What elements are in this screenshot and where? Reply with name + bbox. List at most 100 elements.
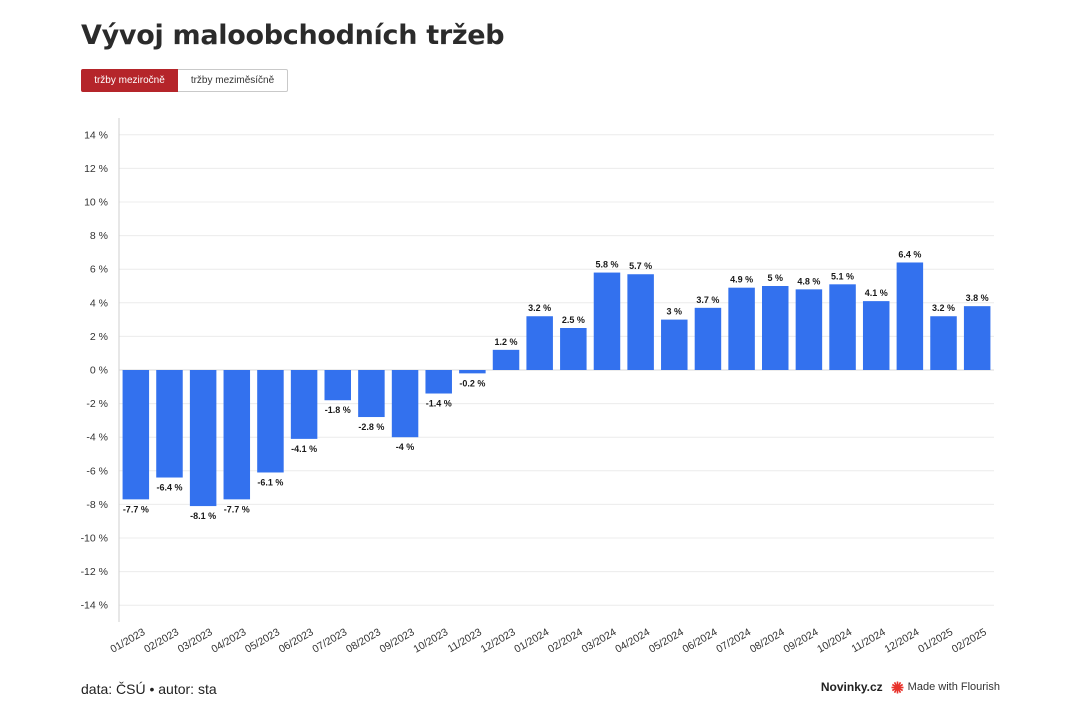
x-tick-label: 07/2023 <box>310 626 349 655</box>
y-tick-label: -2 % <box>86 398 108 410</box>
bar-chart: 14 % 12 % 10 % 8 % 6 % 4 % 2 % 0 % -2 % -4 % -6 % -… <box>81 118 994 656</box>
bar <box>560 328 587 370</box>
y-tick-label: -10 % <box>81 533 108 545</box>
bar <box>661 319 688 370</box>
y-tick-label: -4 % <box>86 432 108 444</box>
bar <box>459 370 486 374</box>
data-label: 4.8 % <box>797 276 820 286</box>
x-tick-label: 12/2024 <box>882 626 921 655</box>
x-tick-label: 05/2024 <box>647 626 686 655</box>
data-label: -7.7 % <box>123 504 149 514</box>
bar <box>324 370 351 401</box>
data-label: 3.2 % <box>528 303 551 313</box>
bar <box>963 306 991 370</box>
x-tick-label: 01/2023 <box>108 626 147 655</box>
x-tick-label: 08/2023 <box>344 626 383 655</box>
bar <box>223 370 251 500</box>
bar <box>492 349 520 370</box>
data-label: -6.1 % <box>257 477 283 487</box>
x-tick-label: 12/2023 <box>479 626 518 655</box>
x-tick-label: 09/2023 <box>378 626 417 655</box>
y-tick-label: -14 % <box>81 600 108 612</box>
flourish-label: Made with Flourish <box>907 681 1000 693</box>
bar <box>290 370 318 439</box>
bar <box>425 370 452 394</box>
data-label: 3.8 % <box>966 293 989 303</box>
data-label: 6.4 % <box>898 249 921 259</box>
flourish-credit[interactable]: Made with Flourish <box>891 681 1000 694</box>
data-label: -2.8 % <box>358 422 384 432</box>
data-label: 4.9 % <box>730 275 753 285</box>
bar <box>930 316 957 370</box>
x-tick-label: 11/2023 <box>446 626 484 655</box>
data-label: 2.5 % <box>562 315 585 325</box>
y-tick-label: 4 % <box>90 297 108 309</box>
x-tick-label: 02/2023 <box>142 626 181 655</box>
bar <box>391 370 419 438</box>
y-tick-label: -12 % <box>81 566 108 578</box>
x-tick-label: 10/2023 <box>411 626 450 655</box>
data-label: -4.1 % <box>291 444 317 454</box>
flourish-icon <box>891 681 904 693</box>
bar <box>829 284 856 370</box>
data-label: 3 % <box>667 307 683 317</box>
bar <box>156 370 183 478</box>
x-tick-label: 06/2023 <box>277 626 316 655</box>
data-label: -0.2 % <box>459 378 485 388</box>
data-label: 5.7 % <box>629 261 652 271</box>
data-label: 4.1 % <box>865 288 888 298</box>
x-tick-label: 01/2024 <box>512 626 551 655</box>
bar <box>627 274 654 370</box>
y-tick-label: 10 % <box>84 197 108 209</box>
x-tick-label: 02/2025 <box>950 626 989 655</box>
data-label: 3.2 % <box>932 303 955 313</box>
x-tick-label: 01/2025 <box>916 626 955 655</box>
data-label: 1.2 % <box>495 337 518 347</box>
x-tick-label: 07/2024 <box>714 626 753 655</box>
footer-branding: Novinky.cz Made with Flourish <box>821 680 1000 694</box>
y-tick-label: 6 % <box>90 264 108 276</box>
x-tick-label: 08/2024 <box>748 626 787 655</box>
bar <box>728 287 755 370</box>
x-tick-label: 02/2024 <box>546 626 585 655</box>
bar <box>694 307 722 370</box>
x-tick-label: 03/2023 <box>176 626 215 655</box>
x-tick-label: 09/2024 <box>782 626 821 655</box>
x-tick-label: 10/2024 <box>815 626 854 655</box>
x-tick-label: 05/2023 <box>243 626 282 655</box>
data-label: -6.4 % <box>156 483 182 493</box>
data-label: 5.1 % <box>831 271 854 281</box>
y-tick-label: 12 % <box>84 163 108 175</box>
brand-link[interactable]: Novinky.cz <box>820 680 883 694</box>
tab-yoy[interactable]: tržby meziročně <box>81 69 178 92</box>
source-credit: data: ČSÚ • autor: sta <box>81 681 217 697</box>
y-tick-label: 8 % <box>90 230 108 242</box>
bar <box>122 370 150 500</box>
data-label: -4 % <box>396 442 415 452</box>
bar <box>189 370 217 507</box>
chart-title: Vývoj maloobchodních tržeb <box>81 20 505 51</box>
y-tick-label: -8 % <box>86 499 108 511</box>
data-label: -1.4 % <box>426 399 452 409</box>
data-label: -7.7 % <box>224 504 250 514</box>
bar <box>862 301 890 370</box>
data-label: 5 % <box>767 273 783 283</box>
bar <box>795 289 823 370</box>
x-tick-label: 04/2024 <box>613 626 652 655</box>
x-tick-label: 03/2024 <box>580 626 619 655</box>
data-label: -8.1 % <box>190 511 216 521</box>
bar <box>358 370 385 418</box>
data-label: 5.8 % <box>595 260 618 270</box>
bar <box>762 286 789 370</box>
y-tick-label: 14 % <box>84 129 108 141</box>
data-label: 3.7 % <box>696 295 719 305</box>
y-tick-label: 0 % <box>90 365 108 377</box>
bar <box>526 316 553 370</box>
x-tick-label: 04/2023 <box>209 626 248 655</box>
tab-mom[interactable]: tržby meziměsíčně <box>178 69 288 92</box>
y-tick-label: 2 % <box>90 331 108 343</box>
tab-bar: tržby meziročně tržby meziměsíčně <box>81 69 288 92</box>
bar <box>257 370 284 473</box>
x-tick-label: 11/2024 <box>850 626 888 655</box>
bar <box>896 262 924 370</box>
